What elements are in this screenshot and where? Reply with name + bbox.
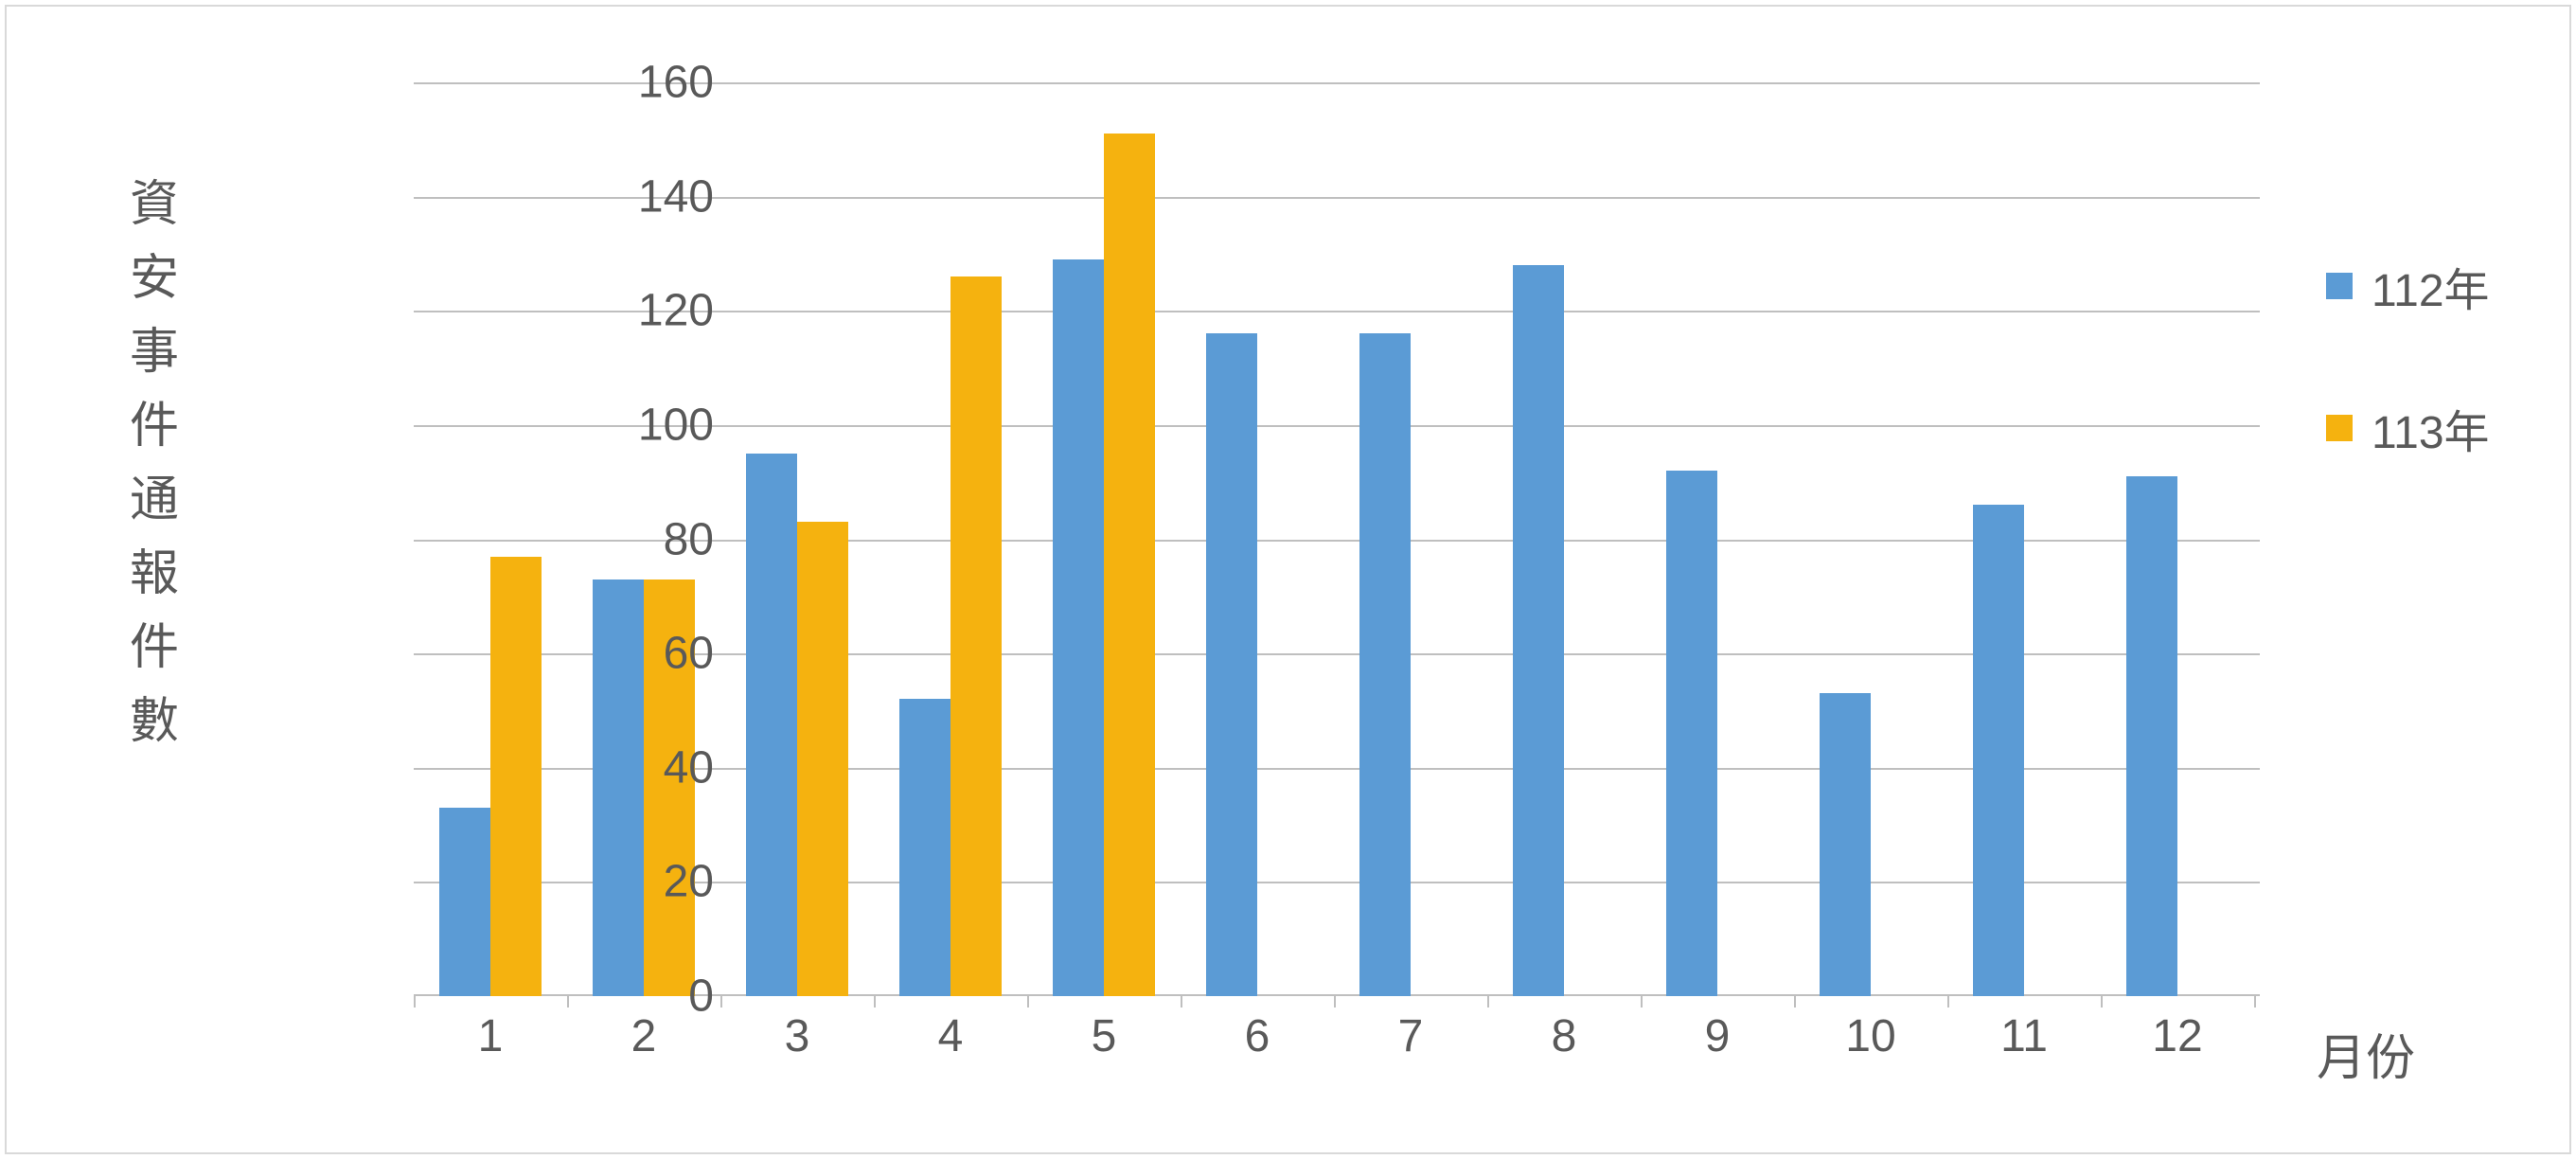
y-tick-label: 160	[619, 57, 714, 109]
y-tick-label: 100	[619, 399, 714, 451]
bar-112年-11	[1973, 505, 2024, 996]
x-tick-label: 10	[1845, 1010, 1895, 1062]
x-tick-mark	[2254, 996, 2256, 1007]
x-tick-label: 6	[1245, 1010, 1270, 1062]
y-tick-label: 120	[619, 285, 714, 337]
chart-container: 資安事件通報件數 月份 112年113年 0204060801001201401…	[5, 5, 2571, 1154]
y-tick-label: 20	[619, 856, 714, 908]
bar-112年-1	[439, 808, 490, 996]
y-axis-title: 資安事件通報件數	[130, 168, 179, 758]
x-tick-label: 2	[631, 1010, 657, 1062]
bar-112年-4	[899, 699, 950, 996]
bar-113年-4	[950, 276, 1002, 996]
bar-112年-6	[1206, 333, 1257, 996]
x-tick-label: 7	[1398, 1010, 1424, 1062]
x-tick-label: 4	[938, 1010, 964, 1062]
legend-label: 113年	[2372, 395, 2490, 461]
legend-item: 112年	[2326, 253, 2490, 319]
x-tick-mark	[2101, 996, 2103, 1007]
legend-swatch	[2326, 273, 2353, 299]
bar-113年-5	[1104, 134, 1155, 996]
y-tick-label: 80	[619, 513, 714, 565]
x-tick-mark	[414, 996, 416, 1007]
x-tick-label: 9	[1705, 1010, 1731, 1062]
x-tick-mark	[567, 996, 569, 1007]
y-tick-label: 140	[619, 170, 714, 223]
legend: 112年 113年	[2326, 253, 2490, 537]
bar-112年-12	[2126, 476, 2177, 996]
x-tick-mark	[720, 996, 722, 1007]
x-tick-mark	[1794, 996, 1796, 1007]
x-tick-label: 12	[2152, 1010, 2202, 1062]
bar-112年-5	[1053, 259, 1104, 996]
bar-112年-10	[1820, 693, 1871, 996]
x-tick-label: 5	[1092, 1010, 1117, 1062]
y-tick-label: 60	[619, 628, 714, 680]
legend-label: 112年	[2372, 253, 2490, 319]
bar-112年-7	[1359, 333, 1411, 996]
bar-113年-3	[797, 522, 848, 996]
x-tick-mark	[1027, 996, 1029, 1007]
x-tick-mark	[1487, 996, 1489, 1007]
legend-swatch	[2326, 415, 2353, 441]
x-tick-mark	[1641, 996, 1643, 1007]
x-tick-label: 11	[2000, 1010, 2048, 1062]
x-tick-mark	[1947, 996, 1949, 1007]
x-tick-label: 3	[785, 1010, 810, 1062]
x-tick-mark	[1181, 996, 1182, 1007]
bar-112年-9	[1666, 471, 1717, 996]
x-tick-label: 8	[1552, 1010, 1577, 1062]
bar-112年-8	[1513, 265, 1564, 996]
x-tick-mark	[1334, 996, 1336, 1007]
bar-112年-3	[746, 454, 797, 996]
legend-item: 113年	[2326, 395, 2490, 461]
bar-113年-1	[490, 557, 542, 996]
x-tick-label: 1	[478, 1010, 504, 1062]
x-axis-title: 月份	[2317, 1018, 2415, 1089]
x-tick-mark	[874, 996, 876, 1007]
y-tick-label: 40	[619, 741, 714, 793]
